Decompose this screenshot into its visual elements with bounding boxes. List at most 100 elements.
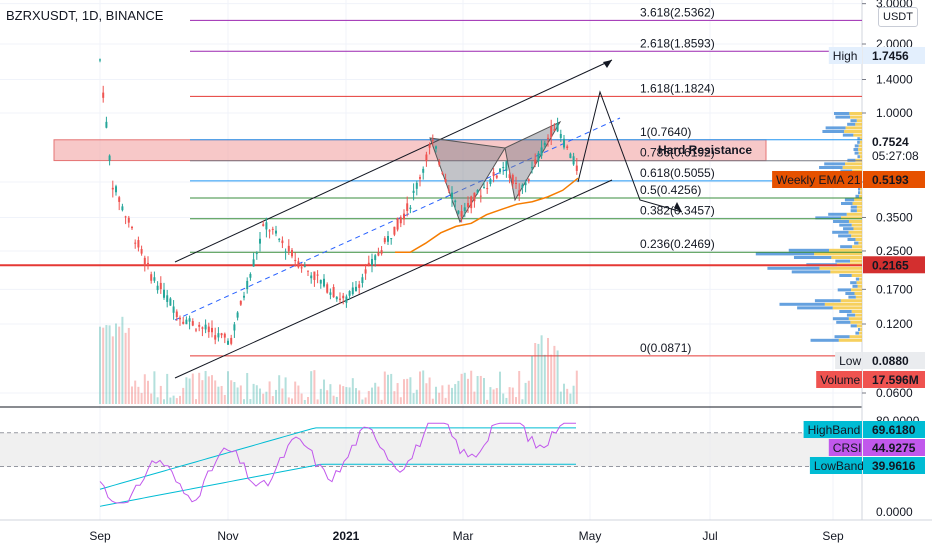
- volume-profile-bar-sell: [855, 313, 862, 317]
- volume-bar: [572, 385, 575, 404]
- volume-profile-bar-sell: [855, 122, 862, 126]
- volume-bar: [233, 382, 236, 404]
- candle-body: [383, 238, 386, 243]
- time-tick-label: May: [579, 529, 602, 543]
- volume-bar: [150, 393, 153, 404]
- volume-bar: [518, 370, 521, 404]
- ema-series-line: [395, 177, 579, 253]
- volume-bar: [531, 355, 533, 404]
- volume-profile-bar-sell: [844, 162, 862, 166]
- candle-body: [236, 312, 239, 318]
- candle-body: [115, 186, 117, 193]
- candle-body: [265, 222, 268, 230]
- volume-profile-bar-sell: [854, 198, 862, 202]
- volume-bar: [127, 327, 130, 404]
- chart-title: BZRXUSDT, 1D, BINANCE: [6, 8, 164, 23]
- high-price-value: 1.7456: [872, 49, 909, 63]
- volume-profile-bar-sell: [855, 238, 862, 241]
- candle-body: [559, 133, 562, 138]
- volume-profile-bar-buy: [854, 151, 859, 155]
- candle-body: [204, 324, 207, 330]
- candle-body: [294, 259, 297, 261]
- candle-body: [374, 255, 377, 261]
- candle-body: [303, 265, 306, 267]
- volume-profile-bar-buy: [850, 119, 857, 123]
- volume-bar: [371, 387, 373, 404]
- candle-body: [131, 226, 133, 229]
- candle-body: [239, 300, 242, 305]
- channel-arrowhead: [603, 60, 612, 68]
- volume-profile-bar-sell: [844, 130, 862, 133]
- osc-legend-1-value: 44.9275: [872, 441, 916, 455]
- candle-body: [207, 326, 210, 333]
- volume-bar: [275, 389, 277, 404]
- volume-bar: [540, 335, 543, 404]
- volume-profile-bar-sell: [851, 223, 862, 227]
- candle-body: [534, 159, 537, 164]
- volume-bar: [195, 399, 197, 404]
- price-tick-label: 0.2500: [876, 244, 913, 258]
- fib-level-label: 0.618(0.5055): [640, 166, 715, 180]
- volume-profile-bar-buy: [834, 335, 850, 339]
- candle-body: [313, 271, 316, 280]
- volume-bar: [204, 370, 207, 404]
- volume-bar: [246, 372, 249, 404]
- low-price-label-bg: [835, 352, 862, 369]
- low-price-value-bg: [863, 352, 925, 369]
- volume-bar: [534, 343, 537, 404]
- volume-bar: [220, 385, 223, 404]
- volume-bar: [140, 392, 143, 404]
- candle-body: [275, 230, 277, 234]
- volume-bar: [134, 380, 137, 404]
- candle-body: [515, 182, 517, 184]
- volume-value-value: 17.596M: [872, 373, 919, 387]
- volume-bar: [543, 354, 546, 404]
- volume-bar: [115, 323, 117, 404]
- volume-bar: [191, 373, 194, 404]
- volume-bar: [527, 380, 530, 404]
- currency-button[interactable]: USDT: [878, 7, 918, 27]
- candle-body: [348, 291, 351, 296]
- fib-level-label: 3.618(2.5362): [640, 5, 715, 19]
- volume-profile-bar-sell: [840, 216, 862, 220]
- volume-bar: [460, 373, 463, 404]
- volume-profile-bar-sell: [859, 277, 862, 281]
- candle-body: [137, 240, 140, 248]
- volume-bar: [470, 370, 473, 404]
- volume-bar: [198, 372, 201, 404]
- volume-bar: [499, 371, 501, 404]
- volume-bar: [316, 399, 319, 404]
- volume-profile-bar-sell: [838, 338, 862, 342]
- candle-body: [217, 333, 220, 338]
- volume-bar: [364, 397, 367, 404]
- volume-profile-bar-sell: [846, 212, 862, 216]
- candle-body: [319, 279, 322, 284]
- volume-bar: [294, 381, 297, 404]
- volume-bar: [335, 396, 338, 404]
- volume-bar: [393, 391, 396, 404]
- candle-body: [425, 154, 428, 162]
- candle-body: [127, 217, 130, 223]
- volume-profile-bar-buy: [857, 137, 860, 141]
- candle-body: [505, 161, 508, 172]
- volume-bar: [396, 383, 399, 404]
- last-price-value-bg: [863, 133, 925, 150]
- volume-profile-bar-buy: [850, 324, 857, 328]
- volume-bar: [239, 385, 242, 404]
- volume-bar: [463, 372, 466, 404]
- volume-profile-bar-buy: [832, 230, 849, 234]
- volume-profile-bar-sell: [853, 133, 862, 137]
- osc-legend-1-value-bg: [863, 439, 925, 456]
- volume-bar: [345, 387, 348, 404]
- candle-body: [540, 147, 543, 156]
- volume-bar: [547, 337, 549, 404]
- volume-profile-bar-buy: [819, 166, 843, 169]
- osc-legend-0-value: 69.6180: [872, 423, 916, 437]
- candle-body: [351, 287, 354, 295]
- volume-bar: [569, 393, 572, 404]
- candle-body: [575, 165, 578, 171]
- price-tick-label: 0.3500: [876, 210, 913, 224]
- volume-bar: [297, 385, 300, 404]
- candle-body: [268, 230, 271, 232]
